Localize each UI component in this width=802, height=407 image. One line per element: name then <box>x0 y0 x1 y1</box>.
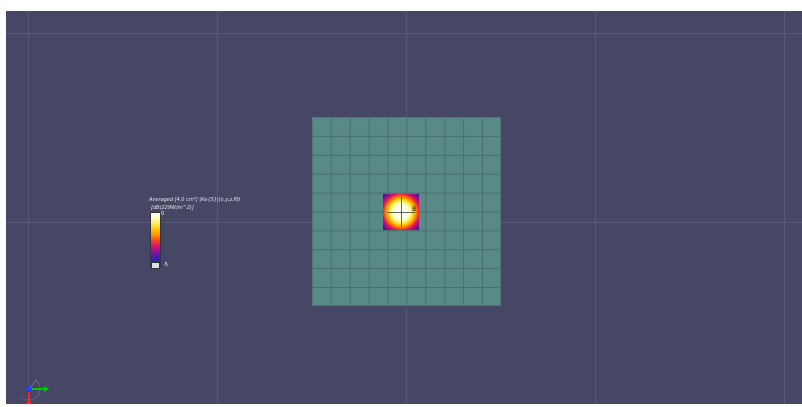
x-axis-arrow-head <box>44 386 49 392</box>
colorbar-tick-max: 0 <box>161 211 165 217</box>
legend-units: [dB(229W/m^2)] <box>151 205 194 211</box>
colorbar-range-handle[interactable] <box>151 262 160 269</box>
axes-guide-line <box>28 380 37 390</box>
z-axis-arrow-head <box>26 402 32 404</box>
legend-title: Averaged [4.0 cm²] |Re{S}|(x,y,z,f0) <box>149 197 241 203</box>
colorbar <box>151 213 160 267</box>
orientation-axes-widget[interactable] <box>22 380 50 404</box>
3d-viewport[interactable]: B Averaged [4.0 cm²] |Re{S}|(x,y,z,f0) [… <box>6 11 802 404</box>
marker-label: B <box>412 206 417 213</box>
field-hotspot <box>383 194 419 230</box>
hotspot-crosshair-vertical <box>401 197 402 227</box>
colorbar-tick-min: -5 <box>163 262 168 268</box>
